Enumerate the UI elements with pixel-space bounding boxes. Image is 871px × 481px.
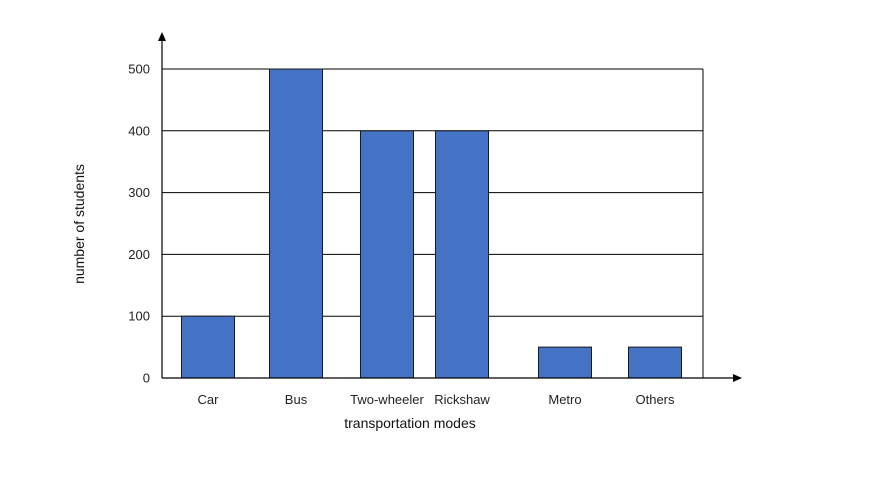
x-tick-label: Two-wheeler xyxy=(350,392,424,407)
x-tick-label: Rickshaw xyxy=(434,392,490,407)
bar-two-wheeler xyxy=(360,130,414,379)
gridlines xyxy=(162,68,704,378)
y-axis-title: number of students xyxy=(71,164,87,284)
x-tick-label: Others xyxy=(635,392,675,407)
y-tick-labels: 0 100 200 300 400 500 xyxy=(128,62,150,386)
x-tick-label: Metro xyxy=(548,392,581,407)
y-tick-label: 300 xyxy=(128,185,150,200)
bars xyxy=(181,68,682,379)
x-axis-title: transportation modes xyxy=(344,415,476,431)
bar-rickshaw xyxy=(435,130,489,379)
y-tick-label: 200 xyxy=(128,247,150,262)
y-tick-label: 100 xyxy=(128,309,150,324)
bar-bus xyxy=(269,68,323,379)
y-tick-label: 0 xyxy=(143,371,150,386)
y-tick-label: 400 xyxy=(128,123,150,138)
bar-others xyxy=(628,346,682,379)
bar-car xyxy=(181,315,235,379)
y-axis-arrow-icon xyxy=(158,32,166,41)
x-tick-label: Bus xyxy=(285,392,308,407)
bar-metro xyxy=(538,346,592,379)
x-axis-arrow-icon xyxy=(733,374,742,382)
x-tick-label: Car xyxy=(198,392,220,407)
x-tick-labels: Car Bus Two-wheeler Rickshaw Metro Others xyxy=(198,392,675,407)
axes xyxy=(158,32,742,382)
y-tick-label: 500 xyxy=(128,62,150,77)
